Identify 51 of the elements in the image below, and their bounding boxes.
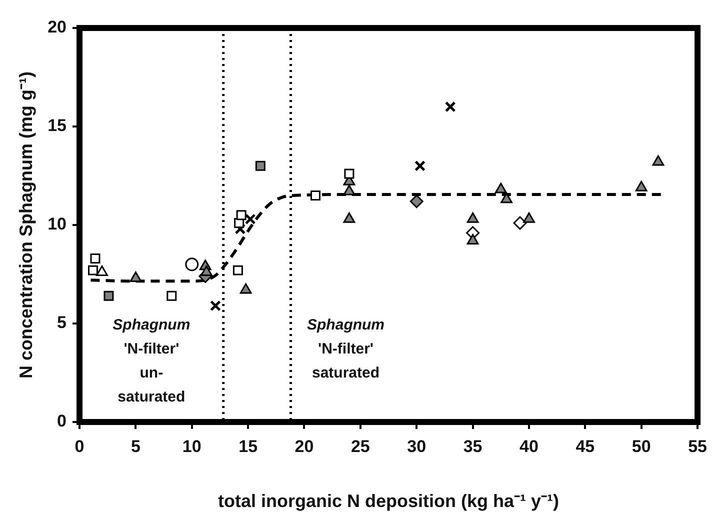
point (255, 160, 266, 171)
x-tick-label: 5 (130, 436, 140, 456)
x-tick-label: 15 (238, 436, 258, 456)
point (410, 194, 424, 208)
point (344, 168, 354, 179)
point (232, 265, 243, 276)
x-tick-label: 35 (463, 436, 482, 456)
x-tick-label: 25 (350, 436, 370, 456)
x-tick-label: 10 (182, 436, 202, 456)
point (343, 184, 356, 196)
point (104, 290, 114, 301)
point (343, 212, 356, 223)
point (240, 283, 252, 294)
point (500, 192, 512, 204)
point (185, 258, 199, 272)
point (414, 160, 426, 172)
point (88, 265, 98, 276)
point (513, 216, 527, 230)
point (130, 271, 142, 282)
x-tick-label: 40 (520, 436, 538, 456)
point (523, 212, 535, 223)
y-tick-label: 0 (57, 412, 67, 431)
x-tick-label: 45 (576, 436, 595, 456)
y-tick-label: 10 (48, 214, 67, 234)
point (244, 214, 256, 225)
point (635, 180, 648, 192)
y-tick-label: 20 (48, 18, 67, 37)
point (444, 101, 456, 112)
point (236, 210, 246, 220)
x-tick-label: 30 (407, 436, 426, 456)
annotation: Sphagnum 'N-filter' un- saturated (112, 316, 190, 406)
point (234, 223, 246, 234)
y-tick-label: 5 (57, 313, 67, 332)
x-axis-title: total inorganic N deposition (kg ha⁻¹ y⁻¹) (218, 491, 560, 512)
point (166, 290, 177, 301)
x-tick-label: 55 (688, 436, 708, 456)
y-tick-label: 15 (48, 116, 67, 136)
annotation: Sphagnum 'N-filter' saturated (307, 316, 385, 382)
point (494, 182, 507, 194)
point (90, 254, 100, 264)
x-tick-label: 50 (632, 436, 651, 456)
point (96, 266, 108, 276)
point (310, 190, 320, 200)
y-axis-title: N concentration Sphagnum (mg g⁻¹) (16, 72, 36, 378)
point (652, 155, 664, 166)
x-tick-label: 0 (74, 436, 84, 456)
point (200, 266, 212, 276)
x-tick-label: 20 (294, 436, 314, 456)
point (210, 300, 221, 312)
point (466, 212, 479, 223)
point (466, 234, 479, 245)
